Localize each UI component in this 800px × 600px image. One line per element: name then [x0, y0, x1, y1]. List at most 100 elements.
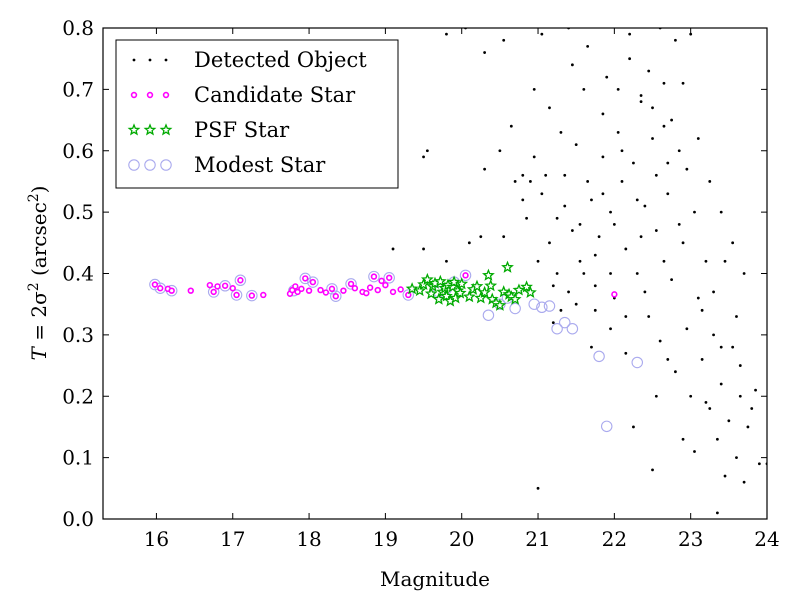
- candidate-star-point: [378, 277, 385, 285]
- x-axis-label: Magnitude: [380, 567, 490, 591]
- detected-object-point: [620, 149, 624, 153]
- detected-object-point: [513, 180, 517, 183]
- y-tick-label: 0.6: [62, 139, 94, 163]
- detected-object-point: [670, 278, 673, 282]
- detected-object-point: [548, 106, 551, 110]
- detected-object-point: [536, 486, 540, 490]
- psf-star-point: [462, 290, 476, 303]
- detected-object-point: [597, 235, 601, 239]
- candidate-star-point: [221, 282, 229, 289]
- x-tick-label: 21: [525, 527, 550, 551]
- detected-object-point: [681, 81, 685, 85]
- detected-object-point: [612, 223, 616, 226]
- candidate-star-point: [317, 286, 324, 294]
- detected-object-point: [742, 272, 746, 275]
- detected-object-point: [693, 450, 696, 453]
- modest-star-point: [330, 290, 342, 302]
- modest-star-point: [345, 278, 357, 290]
- modest-star-point: [543, 300, 556, 312]
- modest-star-point: [234, 274, 247, 287]
- psf-star-point: [433, 274, 447, 287]
- detected-object-point: [757, 462, 761, 466]
- candidate-star-point: [389, 288, 397, 296]
- detected-object-point: [647, 69, 651, 73]
- detected-object-point: [532, 155, 536, 159]
- detected-object-point: [639, 94, 643, 97]
- detected-object-point: [719, 210, 723, 214]
- modest-star-point: [246, 289, 258, 302]
- detected-object-point: [586, 45, 590, 48]
- detected-object-point: [666, 161, 670, 165]
- psf-star-point: [440, 289, 453, 302]
- psf-star-point: [520, 280, 533, 293]
- detected-object-point: [467, 241, 471, 245]
- candidate-star-point: [298, 285, 305, 293]
- detected-object-point: [483, 167, 487, 171]
- detected-object-point: [574, 302, 578, 306]
- x-tick-label: 16: [144, 527, 169, 551]
- psf-star-point: [447, 275, 461, 288]
- candidate-star-point: [611, 291, 618, 298]
- legend-marker-candidate-star: [162, 91, 170, 99]
- modest-star-point: [383, 272, 395, 284]
- detected-object-point: [635, 198, 639, 202]
- detected-object-point: [689, 394, 693, 398]
- candidate-star-point: [382, 281, 389, 289]
- detected-object-point: [719, 345, 723, 349]
- detected-object-point: [666, 192, 670, 196]
- x-tick-label: 23: [678, 527, 703, 551]
- candidate-star-point: [309, 278, 317, 286]
- detected-object-point: [559, 308, 563, 312]
- detected-object-point: [578, 223, 582, 226]
- detected-object-point: [700, 358, 704, 361]
- candidate-star-point: [305, 287, 313, 294]
- axis-ticks: 16 17 18 19 20 21 22 23 24 0.0 0.1 0.2 0.3 0.4 0.5 0.6 0…: [62, 16, 780, 551]
- psf-star-point: [497, 285, 511, 298]
- psf-star-point: [470, 279, 484, 292]
- candidate-star-point: [233, 291, 240, 299]
- detected-object-point: [685, 167, 689, 171]
- detected-object-point: [677, 223, 681, 226]
- candidate-star-point: [332, 293, 339, 300]
- detected-object-point: [563, 173, 567, 177]
- detected-object-point: [593, 284, 597, 288]
- candidate-star-point: [229, 285, 236, 292]
- legend-marker-psf-star: [127, 123, 141, 136]
- detected-object-point: [738, 394, 742, 398]
- detected-object-point: [704, 400, 708, 404]
- detected-object-point: [601, 192, 605, 196]
- legend-marker-psf-star: [159, 123, 173, 136]
- detected-object-point: [555, 272, 559, 275]
- x-tick-label: 20: [449, 527, 474, 551]
- detected-object-point: [582, 272, 586, 275]
- modest-star-point: [600, 420, 613, 433]
- detected-object-point: [643, 204, 647, 208]
- y-tick-label: 0.5: [62, 200, 94, 224]
- detected-object-point: [551, 321, 555, 324]
- x-tick-label: 17: [220, 527, 245, 551]
- psf-star-point: [417, 277, 430, 290]
- psf-star-point: [512, 283, 526, 296]
- detected-object-point: [521, 173, 525, 177]
- candidate-star-point: [237, 277, 244, 284]
- detected-object-point: [498, 149, 502, 153]
- modest-star-point: [299, 272, 312, 285]
- y-tick-label: 0.4: [62, 262, 94, 286]
- detected-object-point: [643, 290, 647, 294]
- detected-object-point: [609, 272, 612, 275]
- candidate-star-point: [248, 292, 256, 299]
- candidate-star-point: [328, 285, 336, 293]
- detected-object-point: [735, 456, 738, 460]
- detected-object-point: [616, 130, 620, 134]
- detected-object-point: [662, 124, 666, 128]
- modest-star-point: [536, 301, 548, 314]
- detected-object-point: [422, 155, 425, 159]
- detected-object-point: [715, 511, 719, 515]
- detected-object-point: [624, 351, 628, 355]
- legend-marker-modest-star: [144, 159, 156, 171]
- x-tick-label: 22: [602, 527, 627, 551]
- modest-star-point: [368, 270, 380, 283]
- detected-object-point: [723, 474, 727, 478]
- detected-object-point: [555, 216, 559, 220]
